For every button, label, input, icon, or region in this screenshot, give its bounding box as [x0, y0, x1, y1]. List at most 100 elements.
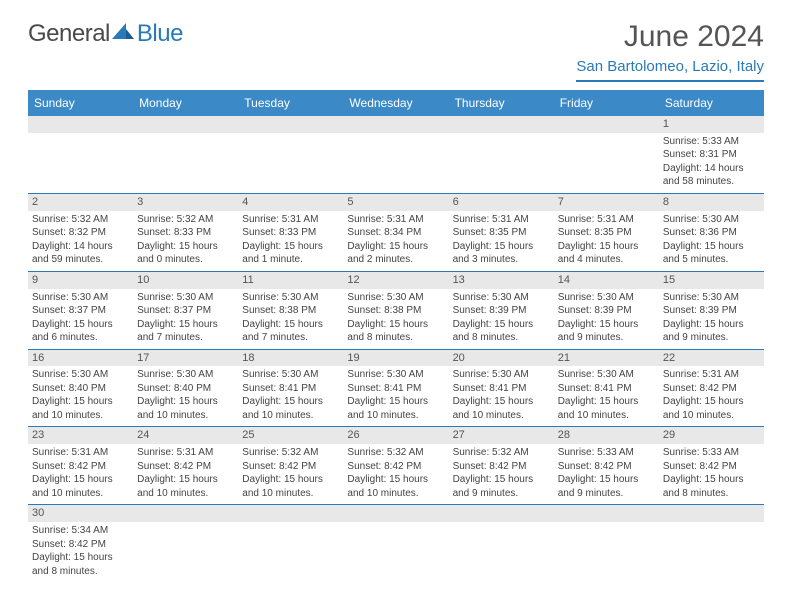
calendar-table: SundayMondayTuesdayWednesdayThursdayFrid… — [28, 90, 764, 582]
sunset-text: Sunset: 8:42 PM — [32, 460, 129, 474]
day-number: 8 — [659, 194, 764, 211]
daylight-text: Daylight: 15 hours and 5 minutes. — [663, 240, 760, 267]
daylight-text: Daylight: 15 hours and 10 minutes. — [32, 395, 129, 422]
sunrise-text: Sunrise: 5:33 AM — [663, 446, 760, 460]
day-number — [343, 116, 448, 133]
sunrise-text: Sunrise: 5:32 AM — [242, 446, 339, 460]
day-number — [659, 505, 764, 522]
day-number — [554, 116, 659, 133]
day-cell-empty — [449, 505, 554, 582]
dayname-tuesday: Tuesday — [238, 90, 343, 116]
daylight-text: Daylight: 15 hours and 8 minutes. — [32, 551, 129, 578]
sunrise-text: Sunrise: 5:30 AM — [347, 291, 444, 305]
day-number: 23 — [28, 427, 133, 444]
header-right: June 2024 San Bartolomeo, Lazio, Italy — [576, 20, 764, 82]
sunset-text: Sunset: 8:34 PM — [347, 226, 444, 240]
day-cell-24: 24Sunrise: 5:31 AMSunset: 8:42 PMDayligh… — [133, 427, 238, 505]
week-row: 30Sunrise: 5:34 AMSunset: 8:42 PMDayligh… — [28, 505, 764, 582]
day-number: 9 — [28, 272, 133, 289]
day-cell-6: 6Sunrise: 5:31 AMSunset: 8:35 PMDaylight… — [449, 193, 554, 271]
day-number: 3 — [133, 194, 238, 211]
day-cell-2: 2Sunrise: 5:32 AMSunset: 8:32 PMDaylight… — [28, 193, 133, 271]
logo: General Blue — [28, 20, 183, 48]
sunrise-text: Sunrise: 5:30 AM — [663, 291, 760, 305]
day-cell-19: 19Sunrise: 5:30 AMSunset: 8:41 PMDayligh… — [343, 349, 448, 427]
day-number: 20 — [449, 350, 554, 367]
sunset-text: Sunset: 8:38 PM — [347, 304, 444, 318]
day-cell-empty — [28, 116, 133, 193]
sunrise-text: Sunrise: 5:33 AM — [558, 446, 655, 460]
day-number: 14 — [554, 272, 659, 289]
daylight-text: Daylight: 15 hours and 10 minutes. — [137, 395, 234, 422]
sunrise-text: Sunrise: 5:30 AM — [453, 368, 550, 382]
day-number: 2 — [28, 194, 133, 211]
day-number: 6 — [449, 194, 554, 211]
day-cell-22: 22Sunrise: 5:31 AMSunset: 8:42 PMDayligh… — [659, 349, 764, 427]
sunset-text: Sunset: 8:39 PM — [453, 304, 550, 318]
sunset-text: Sunset: 8:33 PM — [242, 226, 339, 240]
dayname-thursday: Thursday — [449, 90, 554, 116]
sunset-text: Sunset: 8:41 PM — [558, 382, 655, 396]
sunrise-text: Sunrise: 5:30 AM — [137, 291, 234, 305]
day-number — [28, 116, 133, 133]
daylight-text: Daylight: 15 hours and 7 minutes. — [137, 318, 234, 345]
day-number: 25 — [238, 427, 343, 444]
sunset-text: Sunset: 8:41 PM — [347, 382, 444, 396]
day-cell-21: 21Sunrise: 5:30 AMSunset: 8:41 PMDayligh… — [554, 349, 659, 427]
month-title: June 2024 — [576, 20, 764, 54]
day-cell-30: 30Sunrise: 5:34 AMSunset: 8:42 PMDayligh… — [28, 505, 133, 582]
logo-triangle-icon — [112, 21, 134, 39]
day-number: 5 — [343, 194, 448, 211]
daylight-text: Daylight: 15 hours and 2 minutes. — [347, 240, 444, 267]
sunset-text: Sunset: 8:36 PM — [663, 226, 760, 240]
day-number: 11 — [238, 272, 343, 289]
daylight-text: Daylight: 15 hours and 9 minutes. — [663, 318, 760, 345]
day-number — [238, 116, 343, 133]
day-cell-23: 23Sunrise: 5:31 AMSunset: 8:42 PMDayligh… — [28, 427, 133, 505]
daylight-text: Daylight: 15 hours and 1 minute. — [242, 240, 339, 267]
day-cell-15: 15 Sunrise: 5:30 AMSunset: 8:39 PMDayligh… — [659, 271, 764, 349]
daylight-text: Daylight: 15 hours and 10 minutes. — [663, 395, 760, 422]
week-row: 1Sunrise: 5:33 AMSunset: 8:31 PMDaylight… — [28, 116, 764, 193]
sunset-text: Sunset: 8:41 PM — [242, 382, 339, 396]
sunset-text: Sunset: 8:35 PM — [453, 226, 550, 240]
week-row: 23Sunrise: 5:31 AMSunset: 8:42 PMDayligh… — [28, 427, 764, 505]
logo-text-left: General — [28, 20, 110, 48]
day-cell-empty — [343, 116, 448, 193]
day-cell-empty — [238, 116, 343, 193]
day-cell-29: 29Sunrise: 5:33 AMSunset: 8:42 PMDayligh… — [659, 427, 764, 505]
daylight-text: Daylight: 15 hours and 8 minutes. — [663, 473, 760, 500]
daylight-text: Daylight: 15 hours and 4 minutes. — [558, 240, 655, 267]
dayname-sunday: Sunday — [28, 90, 133, 116]
day-number: 7 — [554, 194, 659, 211]
day-cell-17: 17Sunrise: 5:30 AMSunset: 8:40 PMDayligh… — [133, 349, 238, 427]
day-cell-28: 28Sunrise: 5:33 AMSunset: 8:42 PMDayligh… — [554, 427, 659, 505]
sunset-text: Sunset: 8:42 PM — [137, 460, 234, 474]
day-cell-3: 3Sunrise: 5:32 AMSunset: 8:33 PMDaylight… — [133, 193, 238, 271]
day-number: 12 — [343, 272, 448, 289]
sunrise-text: Sunrise: 5:32 AM — [137, 213, 234, 227]
daylight-text: Daylight: 15 hours and 7 minutes. — [242, 318, 339, 345]
sunrise-text: Sunrise: 5:32 AM — [347, 446, 444, 460]
sunrise-text: Sunrise: 5:31 AM — [453, 213, 550, 227]
sunrise-text: Sunrise: 5:30 AM — [558, 368, 655, 382]
day-number: 19 — [343, 350, 448, 367]
day-cell-5: 5Sunrise: 5:31 AMSunset: 8:34 PMDaylight… — [343, 193, 448, 271]
sunset-text: Sunset: 8:38 PM — [242, 304, 339, 318]
daylight-text: Daylight: 15 hours and 9 minutes. — [558, 473, 655, 500]
sunrise-text: Sunrise: 5:31 AM — [242, 213, 339, 227]
day-cell-empty — [659, 505, 764, 582]
day-number: 1 — [659, 116, 764, 133]
logo-text-right: Blue — [137, 20, 183, 48]
sunrise-text: Sunrise: 5:31 AM — [663, 368, 760, 382]
sunset-text: Sunset: 8:39 PM — [663, 304, 760, 318]
day-number: 15 — [659, 272, 764, 289]
sunset-text: Sunset: 8:32 PM — [32, 226, 129, 240]
dayname-monday: Monday — [133, 90, 238, 116]
sunrise-text: Sunrise: 5:32 AM — [32, 213, 129, 227]
sunrise-text: Sunrise: 5:33 AM — [663, 135, 760, 149]
sunrise-text: Sunrise: 5:31 AM — [137, 446, 234, 460]
sunset-text: Sunset: 8:42 PM — [663, 382, 760, 396]
daylight-text: Daylight: 15 hours and 10 minutes. — [242, 473, 339, 500]
daylight-text: Daylight: 15 hours and 9 minutes. — [558, 318, 655, 345]
